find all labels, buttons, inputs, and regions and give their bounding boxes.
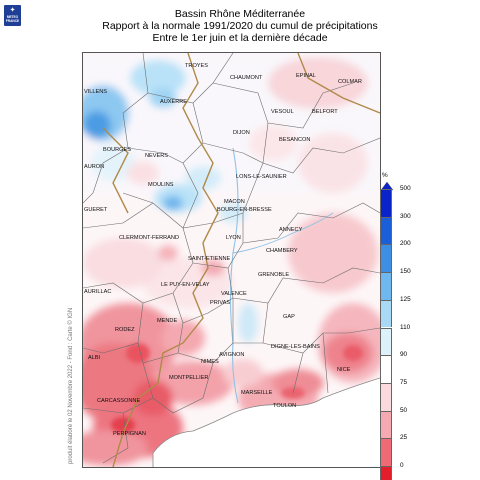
department-borders (83, 53, 380, 464)
title-basin: Bassin Rhône Méditerranée (174, 8, 306, 20)
legend-color-box (380, 272, 392, 300)
city-bourges: BOURGES (103, 147, 131, 153)
city-albi: ALBI (88, 355, 101, 361)
city-marseille: MARSEILLE (241, 390, 273, 396)
legend-tick-label: 75 (400, 378, 408, 386)
city-carcassonne: CARCASSONNE (97, 398, 140, 404)
city-dijon: DIJON (233, 130, 250, 136)
city-le-puy-en-velay: LE PUY-EN-VELAY (161, 282, 210, 288)
city-privas: PRIVAS (210, 300, 230, 306)
city-bourg-en-bresse: BOURG-EN-BRESSE (217, 207, 272, 213)
city-avignon: AVIGNON (219, 352, 244, 358)
city-nice: NICE (337, 367, 351, 373)
city-rodez: RODEZ (115, 327, 135, 333)
legend-color-box (380, 382, 392, 411)
precipitation-detail (111, 343, 363, 433)
mediterranean-sea (153, 378, 380, 467)
city-vesoul: VESOUL (271, 109, 294, 115)
city-besancon: BESANCON (279, 137, 310, 143)
legend-tick-label: 90 (400, 351, 408, 359)
precipitation-field (83, 53, 380, 466)
city-saint-etienne: SAINT-ETIENNE (188, 256, 231, 262)
city-moulins: MOULINS (148, 182, 174, 188)
city-clermont-ferrand: CLERMONT-FERRAND (119, 235, 179, 241)
map-canvas: TROYES CHAUMONT EPINAL COLMAR AUXERRE VE… (83, 53, 380, 467)
legend-tick-label: 50 (400, 406, 408, 414)
legend-color-box (380, 466, 392, 480)
city-montpellier: MONTPELLIER (169, 375, 208, 381)
legend-color-box (380, 327, 392, 356)
legend-tick-label: 200 (400, 240, 411, 248)
legend-color-box (380, 299, 392, 328)
legend-color-box (380, 244, 392, 273)
legend: % 500 300 200 150 125 110 90 75 50 25 0 (380, 172, 440, 480)
city-nimes: NIMES (201, 359, 219, 365)
city-macon: MACON (224, 199, 245, 205)
production-credit: produit élaboré le 02 Novembre 2022 - Fo… (68, 307, 74, 464)
city-colmar: COLMAR (338, 79, 362, 85)
city-chambery: CHAMBERY (266, 248, 298, 254)
city-gap: GAP (283, 314, 295, 320)
legend-color-box (380, 438, 392, 466)
meteo-france-logo-icon: ✦ METEO FRANCE (4, 5, 21, 26)
legend-tick-label: 500 (400, 185, 411, 192)
logo-text: METEO FRANCE (5, 15, 20, 23)
city-villens: VILLENS (84, 89, 107, 95)
city-lons-le-saunier: LONS-LE-SAUNIER (236, 174, 287, 180)
city-belfort: BELFORT (312, 109, 338, 115)
city-mende: MENDE (157, 318, 177, 324)
city-perpignan: PERPIGNAN (113, 431, 146, 437)
city-gueret: GUERET (84, 207, 108, 213)
city-valence: VALENCE (221, 291, 247, 297)
legend-color-box (380, 355, 392, 383)
city-chaumont: CHAUMONT (230, 75, 263, 81)
logo-mark: ✦ (9, 7, 16, 14)
legend-tick-label: 0 (400, 462, 404, 469)
city-auxerre: AUXERRE (160, 99, 187, 105)
precipitation-map: TROYES CHAUMONT EPINAL COLMAR AUXERRE VE… (82, 52, 381, 468)
saone-river (232, 212, 334, 254)
legend-color-box (380, 216, 392, 245)
legend-tick-label: 125 (400, 295, 411, 303)
title-period: Entre le 1er juin et la dernière décade (152, 32, 328, 44)
city-toulon: TOULON (273, 403, 296, 409)
city-troyes: TROYES (185, 63, 208, 69)
city-epinal: EPINAL (296, 73, 316, 79)
legend-tick-label: 110 (400, 323, 411, 331)
legend-tick-label: 150 (400, 268, 411, 276)
legend-tick-label: 300 (400, 212, 411, 220)
legend-unit: % (382, 172, 388, 179)
legend-color-box (380, 189, 392, 217)
city-nevers: NEVERS (145, 153, 168, 159)
basin-boundary (102, 53, 380, 467)
legend-color-box (380, 410, 392, 439)
city-auron: AURON (84, 164, 104, 170)
city-digne-les-bains: DIGNE-LES-BAINS (271, 344, 320, 350)
city-layer: TROYES CHAUMONT EPINAL COLMAR AUXERRE VE… (84, 63, 362, 437)
city-lyon: LYON (226, 235, 241, 241)
city-annecy: ANNECY (279, 227, 303, 233)
city-aurillac: AURILLAC (84, 289, 111, 295)
legend-tick-label: 25 (400, 434, 408, 442)
title-subject: Rapport à la normale 1991/2020 du cumul … (102, 20, 378, 32)
city-grenoble: GRENOBLE (258, 272, 289, 278)
